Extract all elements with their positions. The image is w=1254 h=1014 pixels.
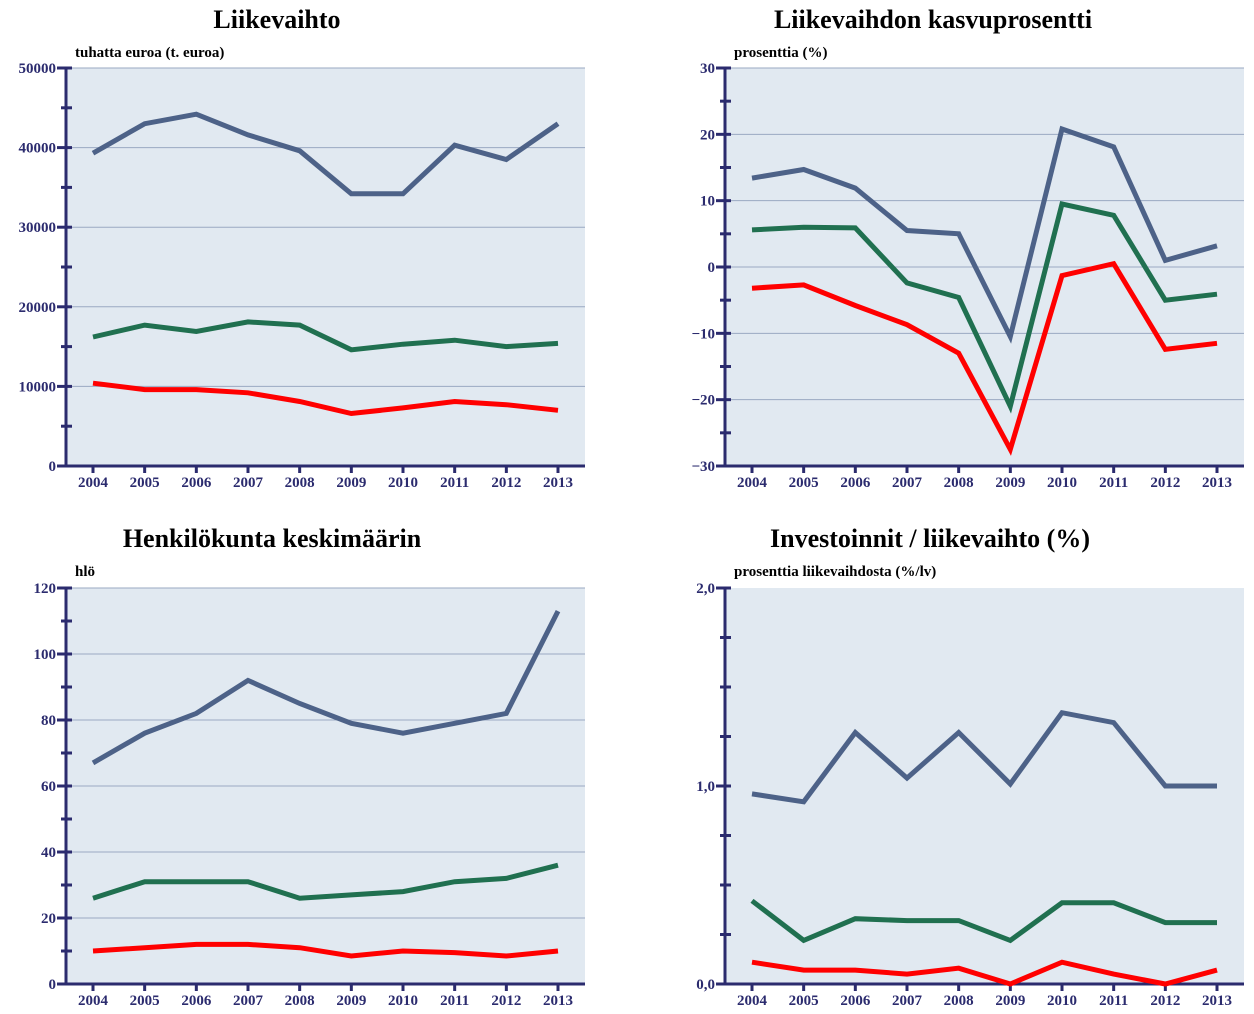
x-tick-label: 2004 bbox=[78, 475, 109, 491]
x-tick-label: 2009 bbox=[336, 475, 366, 491]
plot-area bbox=[66, 68, 585, 466]
x-tick-label: 2011 bbox=[440, 993, 469, 1009]
y-tick-label: 120 bbox=[34, 581, 57, 597]
x-tick-label: 2012 bbox=[1150, 475, 1180, 491]
x-tick-label: 2013 bbox=[1202, 475, 1232, 491]
x-tick-label: 2005 bbox=[130, 993, 160, 1009]
x-tick-label: 2005 bbox=[789, 475, 819, 491]
y-tick-label: 30 bbox=[700, 61, 715, 77]
x-tick-label: 2007 bbox=[892, 475, 923, 491]
x-tick-label: 2008 bbox=[285, 993, 315, 1009]
y-axis-label: hlö bbox=[75, 564, 95, 580]
series-line-green bbox=[750, 898, 1217, 944]
y-tick-label: 0 bbox=[708, 260, 716, 276]
series-line-red bbox=[751, 959, 1218, 987]
y-tick-label: 50000 bbox=[19, 61, 57, 77]
series-line-red bbox=[751, 260, 1218, 456]
y-tick-label: 0 bbox=[49, 459, 57, 475]
y-axis-label: prosenttia liikevaihdosta (%/lv) bbox=[734, 564, 936, 580]
x-tick-label: 2008 bbox=[944, 993, 974, 1009]
x-tick-label: 2010 bbox=[388, 993, 418, 1009]
x-tick-label: 2007 bbox=[233, 993, 264, 1009]
y-tick-label: 30000 bbox=[19, 220, 57, 236]
x-tick-label: 2009 bbox=[995, 993, 1025, 1009]
y-tick-label: 80 bbox=[41, 713, 56, 729]
y-tick-label: 20000 bbox=[19, 300, 57, 316]
chart-panel-kasvuprosentti: Liikevaihdon kasvuprosentti prosenttia (… bbox=[691, 5, 1244, 491]
series-line-blue bbox=[91, 609, 561, 766]
series-line-green bbox=[92, 319, 559, 353]
series-line-green bbox=[92, 862, 559, 901]
series-line-blue bbox=[751, 709, 1217, 805]
x-tick-label: 2011 bbox=[1099, 475, 1128, 491]
x-tick-label: 2004 bbox=[737, 993, 768, 1009]
x-tick-label: 2006 bbox=[840, 993, 871, 1009]
x-tick-label: 2007 bbox=[233, 475, 264, 491]
x-tick-label: 2012 bbox=[1150, 993, 1180, 1009]
x-tick-label: 2010 bbox=[388, 475, 418, 491]
chart-title: Investoinnit / liikevaihto (%) bbox=[770, 524, 1090, 553]
y-tick-label: 2,0 bbox=[696, 581, 715, 597]
x-tick-label: 2013 bbox=[543, 475, 573, 491]
y-tick-label: 1,0 bbox=[696, 779, 715, 795]
series-line-blue bbox=[751, 125, 1218, 344]
x-tick-label: 2005 bbox=[789, 993, 819, 1009]
x-tick-label: 2008 bbox=[944, 475, 974, 491]
y-tick-label: 20 bbox=[41, 911, 56, 927]
chart-panel-liikevaihto: Liikevaihto tuhatta euroa (t. euroa) 0 10… bbox=[19, 5, 585, 491]
x-tick-label: 2005 bbox=[130, 475, 160, 491]
x-tick-label: 2011 bbox=[1099, 993, 1128, 1009]
x-tick-label: 2006 bbox=[181, 475, 212, 491]
y-axis-label: prosenttia (%) bbox=[734, 45, 827, 61]
chart-title: Liikevaihto bbox=[213, 5, 340, 34]
x-tick-label: 2004 bbox=[737, 475, 768, 491]
x-tick-label: 2013 bbox=[1202, 993, 1232, 1009]
series-line-red bbox=[92, 380, 559, 417]
y-tick-label: −20 bbox=[691, 393, 715, 409]
x-tick-label: 2012 bbox=[491, 475, 521, 491]
y-tick-label: −30 bbox=[691, 459, 715, 475]
x-tick-label: 2009 bbox=[336, 993, 366, 1009]
y-tick-label: 0,0 bbox=[696, 977, 715, 993]
x-tick-label: 2007 bbox=[892, 993, 923, 1009]
x-tick-label: 2010 bbox=[1047, 993, 1077, 1009]
series-line-red bbox=[92, 941, 559, 959]
y-tick-label: −10 bbox=[691, 326, 715, 342]
y-axis-label: tuhatta euroa (t. euroa) bbox=[75, 45, 224, 61]
y-tick-label: 40 bbox=[41, 845, 56, 861]
y-tick-label: 10 bbox=[700, 194, 715, 210]
x-tick-label: 2013 bbox=[543, 993, 573, 1009]
y-tick-label: 20 bbox=[700, 127, 715, 143]
chart-title: Liikevaihdon kasvuprosentti bbox=[774, 5, 1092, 34]
x-tick-label: 2010 bbox=[1047, 475, 1077, 491]
y-tick-label: 60 bbox=[41, 779, 56, 795]
series-line-green bbox=[751, 201, 1218, 414]
x-tick-label: 2008 bbox=[285, 475, 315, 491]
x-tick-label: 2009 bbox=[995, 475, 1025, 491]
x-tick-label: 2004 bbox=[78, 993, 109, 1009]
x-tick-label: 2011 bbox=[440, 475, 469, 491]
x-tick-label: 2006 bbox=[840, 475, 871, 491]
x-tick-label: 2006 bbox=[181, 993, 212, 1009]
y-tick-label: 0 bbox=[49, 977, 57, 993]
chart-panel-henkilokunta: Henkilökunta keskimäärin hlö 0 20 40 60 80 10… bbox=[34, 524, 585, 1009]
chart-panel-investoinnit: Investoinnit / liikevaihto (%) prosentti… bbox=[696, 524, 1244, 1009]
chart-title: Henkilökunta keskimäärin bbox=[123, 524, 422, 553]
y-tick-label: 10000 bbox=[19, 379, 57, 395]
series-line-blue bbox=[91, 111, 560, 197]
x-tick-label: 2012 bbox=[491, 993, 521, 1009]
y-tick-label: 100 bbox=[34, 647, 57, 663]
y-tick-label: 40000 bbox=[19, 141, 57, 157]
